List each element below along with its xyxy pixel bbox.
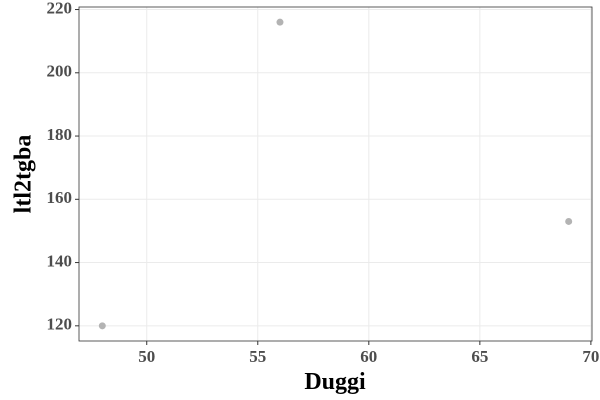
x-tick-label: 65 [471,347,488,366]
y-tick-label: 220 [47,0,73,17]
x-axis-title: Duggi [304,369,366,395]
x-tick-label: 70 [582,347,599,366]
x-tick-label: 60 [360,347,377,366]
x-tick-label: 50 [138,347,155,366]
y-tick-label: 180 [47,125,73,144]
x-tick-label: 55 [249,347,266,366]
y-tick-label: 140 [47,251,73,270]
panel-border [78,6,593,342]
point [98,322,106,330]
y-tick-label: 200 [47,62,73,81]
point [276,18,284,26]
y-axis-title: ltl2tgba [11,135,37,214]
point [565,217,573,225]
y-tick-label: 160 [47,188,73,207]
y-tick-label: 120 [47,315,73,334]
